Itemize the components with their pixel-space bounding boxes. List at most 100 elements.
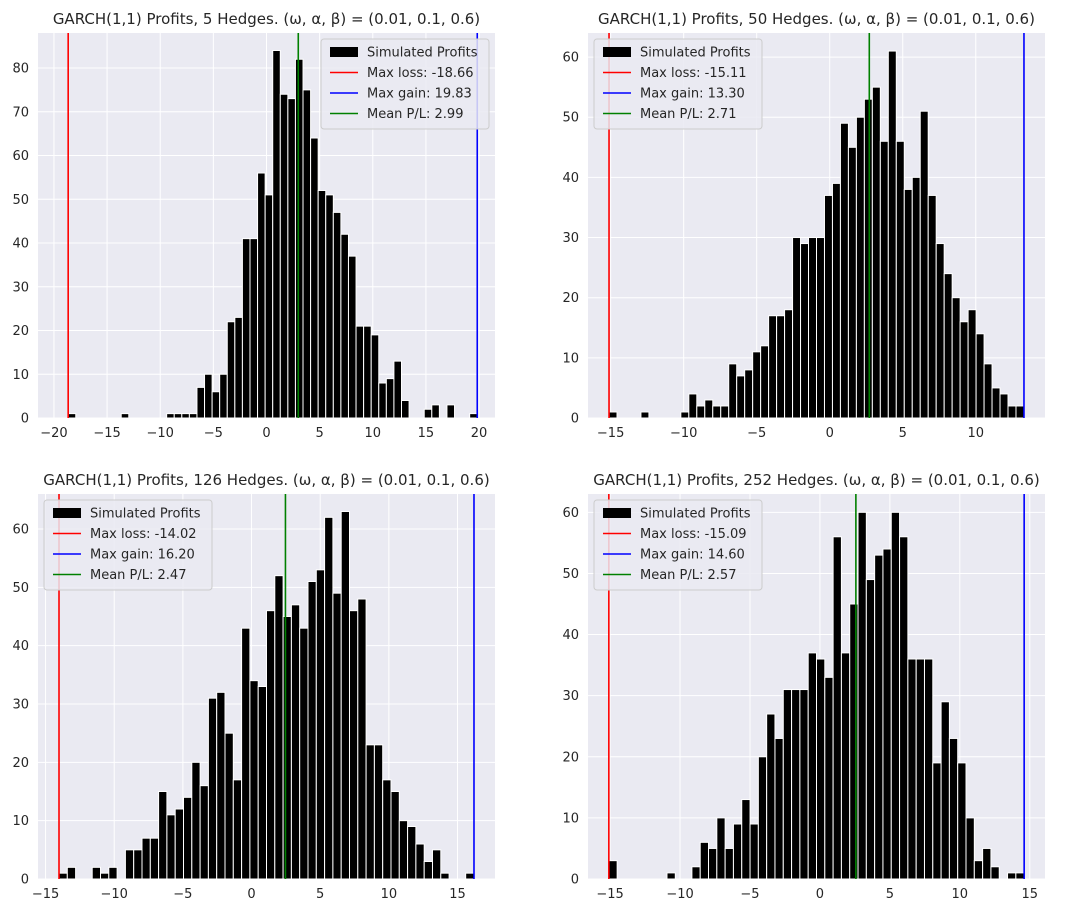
x-tick-label: −5 [747,426,766,441]
y-tick-label: 50 [562,567,579,582]
histogram-bar [776,315,786,419]
x-tick-label: 15 [1021,887,1038,902]
x-tick-label: −20 [40,426,67,441]
chart-title: GARCH(1,1) Profits, 126 Hedges. (ω, α, β… [43,471,489,489]
histogram-bar [274,575,284,880]
histogram-bar [363,325,372,419]
histogram-bar [325,194,334,419]
histogram-bar [800,243,810,419]
histogram-bar [241,627,251,880]
legend-label: Mean P/L: 2.47 [90,568,186,583]
histogram-bar [927,194,937,419]
x-tick-label: 5 [886,887,894,902]
histogram-bar [865,579,876,880]
histogram-bar [241,238,251,419]
histogram-bar [831,182,841,419]
histogram-panel-3: −15 −10 −5 0 5 10 15 0 10 20 30 40 50 60 GARCH(1,1) Pr… [12,471,495,902]
histogram-bar [431,849,442,880]
y-tick-label: 10 [562,351,579,366]
histogram-bar [882,548,892,880]
y-tick-label: 40 [562,171,579,186]
histogram-bar [791,689,801,880]
histogram-bar [264,194,274,419]
x-tick-label: 10 [365,426,382,441]
chart-title: GARCH(1,1) Profits, 50 Hedges. (ω, α, β)… [598,10,1035,28]
histogram-bar [219,373,228,419]
legend-swatch [330,47,358,57]
histogram-bar [324,516,334,880]
histogram-bar [752,351,762,419]
legend-label: Max loss: -15.09 [640,527,747,542]
x-tick-label: −5 [204,426,223,441]
histogram-bar [149,837,160,880]
y-tick-label: 50 [562,111,579,126]
x-tick-label: −10 [670,426,697,441]
histogram-bar [257,172,266,419]
histogram-bar [816,658,826,880]
histogram-bar [849,603,859,880]
histogram-bar [133,849,143,880]
histogram-bar [766,713,776,880]
histogram-bar [951,297,961,419]
histogram-bar [355,325,365,419]
x-tick-label: −15 [32,887,59,902]
legend-label: Mean P/L: 2.57 [640,568,736,583]
x-tick-label: 10 [381,887,398,902]
histogram-bar [973,860,984,880]
histogram-bar [1007,872,1017,880]
histogram-bar [932,762,942,880]
histogram-bar [370,334,380,419]
histogram-bar [440,872,450,880]
x-tick-label: 15 [449,887,466,902]
histogram-bar [287,98,296,419]
histogram-bar [332,211,342,419]
y-tick-label: 40 [12,237,29,252]
y-tick-label: 10 [562,811,579,826]
histogram-bar [768,315,778,419]
histogram-bar [708,847,718,880]
histogram-bar [874,554,884,880]
histogram-bar [716,817,726,880]
histogram-bar [224,732,234,880]
histogram-bar [712,405,722,419]
histogram-bar [983,363,993,419]
histogram-bar [990,866,1000,880]
y-tick-label: 80 [12,62,29,77]
histogram-bar [1007,405,1017,419]
histogram-bar [100,872,110,880]
x-tick-label: 0 [247,887,255,902]
legend-label: Mean P/L: 2.99 [367,107,463,122]
legend-label: Mean P/L: 2.71 [640,107,736,122]
histogram-bar [948,737,959,880]
histogram-bar [91,866,102,880]
histogram-bar [608,411,618,419]
legend: Simulated Profits Max loss: -18.66 Max gai… [320,38,490,130]
histogram-bar [943,273,953,419]
histogram-bar [890,511,901,880]
histogram-bar [294,58,304,419]
x-tick-label: 0 [826,426,834,441]
histogram-bar [211,391,221,419]
histogram-bar [732,823,743,880]
x-tick-label: −15 [93,426,120,441]
histogram-bar [266,610,276,880]
histogram-bar [855,116,865,419]
histogram-bar [58,872,68,880]
legend-swatch [603,508,631,518]
histogram-bar [124,849,135,880]
histogram-bar [720,405,730,419]
histogram-bar [378,382,387,419]
histogram-bar [347,255,357,419]
histogram-bar [415,843,425,880]
x-tick-label: −10 [100,887,127,902]
histogram-bar [158,791,168,880]
histogram-bar [67,413,77,419]
y-tick-label: 60 [562,51,579,66]
histogram-bar [249,680,259,880]
histogram-bar [736,375,746,419]
histogram-bar [728,363,738,419]
histogram-bar [398,820,409,880]
histogram-bar [857,511,867,880]
histogram-bar [959,321,969,419]
histogram-bar [923,658,934,880]
